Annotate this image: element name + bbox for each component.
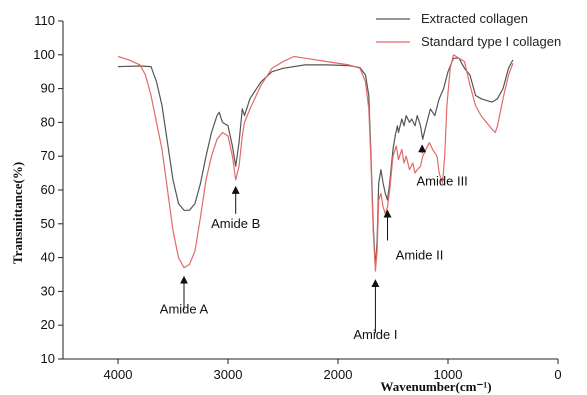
y-tick-label: 30 (41, 283, 55, 298)
x-tick-label: 2000 (324, 367, 353, 382)
series-line-standard-collagen (117, 54, 514, 272)
legend: Extracted collagen Standard type I colla… (376, 11, 561, 49)
annotation-label: Amide A (160, 302, 209, 317)
y-tick-label: 100 (33, 47, 55, 62)
y-tick-label: 10 (41, 351, 55, 366)
y-tick-label: 50 (41, 216, 55, 231)
y-tick-label: 90 (41, 81, 55, 96)
annotation-label: Amide B (211, 216, 260, 231)
y-tick-label: 80 (41, 114, 55, 129)
y-tick-label: 70 (41, 148, 55, 163)
annotation-label: Amide III (417, 173, 468, 188)
annotations: Amide A Amide B Amide I Amide II Amide III (160, 144, 468, 342)
annotation-label: Amide II (396, 248, 444, 263)
y-axis-title: Transmittance(%) (10, 162, 25, 264)
y-tick-label: 60 (41, 182, 55, 197)
legend-label-extracted: Extracted collagen (421, 11, 528, 26)
annotation-label: Amide I (353, 327, 397, 342)
x-tick-label: 3000 (214, 367, 243, 382)
legend-label-standard: Standard type I collagen (421, 34, 561, 49)
x-axis-title: Wavenumber(cm⁻¹) (380, 379, 491, 394)
axes: 10 20 30 40 50 60 70 80 90 100 110 4000 3000 2000 1000… (33, 13, 561, 382)
y-tick-label: 20 (41, 317, 55, 332)
series-lines (117, 54, 514, 272)
x-tick-label: 4000 (104, 367, 133, 382)
y-tick-label: 40 (41, 250, 55, 265)
y-tick-label: 110 (34, 13, 55, 28)
series-line-extracted-collagen (117, 57, 514, 269)
x-tick-label: 0 (554, 367, 561, 382)
x-tick-label: 1000 (434, 367, 463, 382)
